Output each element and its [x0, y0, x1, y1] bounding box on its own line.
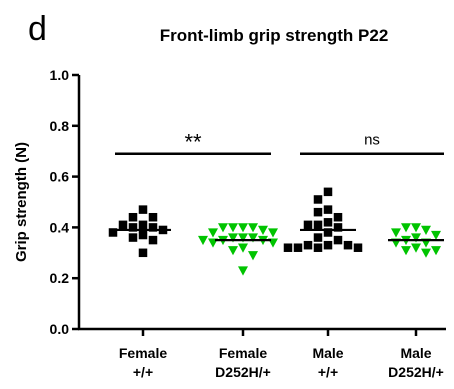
y-axis-ticks: 0.0 0.2 0.4 0.6 0.8 1.0	[50, 67, 79, 337]
data-point-triangle	[198, 235, 208, 246]
data-point-triangle	[238, 243, 248, 253]
category-label-line2: +/+	[133, 364, 153, 380]
data-point-square	[138, 220, 148, 230]
category-label-line2: D252H/+	[215, 364, 271, 380]
y-tick-label: 0.4	[50, 219, 70, 235]
data-point-square	[138, 205, 148, 214]
data-point-triangle	[391, 228, 401, 238]
data-point-square	[148, 223, 158, 232]
data-point-square	[303, 240, 313, 250]
data-point-square	[303, 220, 313, 230]
data-point-triangle	[421, 225, 431, 235]
category-label-line1: Male	[400, 345, 431, 361]
data-point-triangle	[208, 228, 218, 238]
chart-title: Front-limb grip strength P22	[160, 26, 389, 45]
y-tick-label: 1.0	[50, 67, 70, 83]
data-point-square	[313, 243, 323, 252]
data-point-square	[313, 233, 323, 242]
data-point-square	[313, 195, 323, 204]
y-tick-label: 0.6	[50, 169, 70, 185]
data-point-triangle	[411, 233, 421, 243]
y-tick-label: 0.8	[50, 118, 70, 134]
category-label-line2: D252H/+	[388, 364, 444, 380]
data-point-triangle	[431, 230, 441, 241]
data-point-triangle	[248, 251, 258, 261]
data-point-square	[313, 220, 323, 230]
data-points	[108, 187, 441, 276]
data-point-triangle	[238, 223, 248, 233]
data-point-square	[333, 223, 343, 232]
data-point-triangle	[248, 233, 258, 243]
data-point-square	[333, 235, 343, 245]
mean-lines	[115, 228, 444, 242]
data-point-triangle	[268, 228, 278, 238]
data-point-triangle	[401, 223, 411, 233]
data-point-triangle	[228, 233, 238, 243]
significance-annotations: ** ns	[115, 130, 444, 155]
data-point-square	[283, 243, 293, 252]
y-tick-label: 0.0	[50, 321, 70, 337]
data-point-square	[323, 218, 333, 227]
data-point-square	[118, 220, 128, 230]
data-point-square	[148, 212, 158, 222]
x-axis-categories: Female +/+ Female D252H/+ Male +/+ Male D252H/+	[119, 329, 444, 380]
data-point-square	[128, 212, 138, 222]
data-point-square	[128, 223, 138, 232]
category-label-line1: Male	[312, 345, 343, 361]
data-point-triangle	[411, 243, 421, 253]
significance-label: **	[184, 130, 202, 155]
category-label-line1: Female	[119, 345, 167, 361]
significance-label: ns	[364, 132, 380, 149]
data-point-triangle	[228, 246, 238, 256]
y-axis-label: Grip strength (N)	[13, 142, 30, 262]
data-point-triangle	[218, 223, 228, 233]
data-point-triangle	[258, 225, 268, 235]
data-point-triangle	[411, 223, 421, 233]
data-point-square	[293, 243, 303, 252]
data-point-square	[333, 212, 343, 222]
data-point-square	[343, 240, 353, 250]
data-point-square	[138, 230, 148, 240]
data-point-triangle	[248, 223, 258, 233]
data-point-square	[108, 228, 118, 237]
data-point-triangle	[401, 246, 411, 256]
panel-letter: d	[28, 10, 47, 48]
data-point-square	[323, 240, 333, 250]
data-point-triangle	[431, 246, 441, 256]
data-point-square	[128, 233, 138, 242]
data-point-triangle	[421, 248, 431, 258]
data-point-square	[353, 243, 363, 252]
data-point-square	[313, 207, 323, 217]
category-label-line1: Female	[219, 345, 267, 361]
data-point-square	[323, 205, 333, 214]
data-point-triangle	[228, 223, 238, 233]
data-point-square	[323, 228, 333, 237]
data-point-square	[148, 235, 158, 245]
data-point-square	[138, 248, 148, 258]
data-point-triangle	[238, 233, 248, 243]
y-tick-label: 0.2	[50, 270, 70, 286]
data-point-triangle	[238, 266, 248, 276]
category-label-line2: +/+	[318, 364, 338, 380]
axes	[77, 75, 446, 331]
data-point-square	[323, 187, 333, 197]
